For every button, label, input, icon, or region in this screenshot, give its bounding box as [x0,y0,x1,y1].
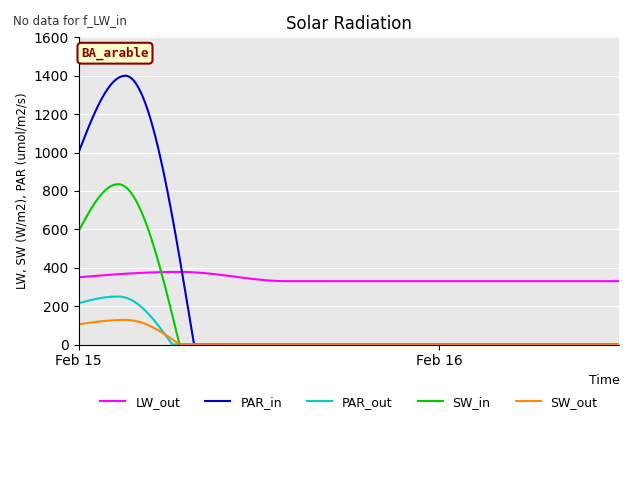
Y-axis label: LW, SW (W/m2), PAR (umol/m2/s): LW, SW (W/m2), PAR (umol/m2/s) [15,93,28,289]
Text: No data for f_LW_in: No data for f_LW_in [13,14,127,27]
Title: Solar Radiation: Solar Radiation [286,15,412,33]
X-axis label: Time: Time [589,374,620,387]
Legend: LW_out, PAR_in, PAR_out, SW_in, SW_out: LW_out, PAR_in, PAR_out, SW_in, SW_out [95,391,602,414]
Text: BA_arable: BA_arable [81,47,148,60]
